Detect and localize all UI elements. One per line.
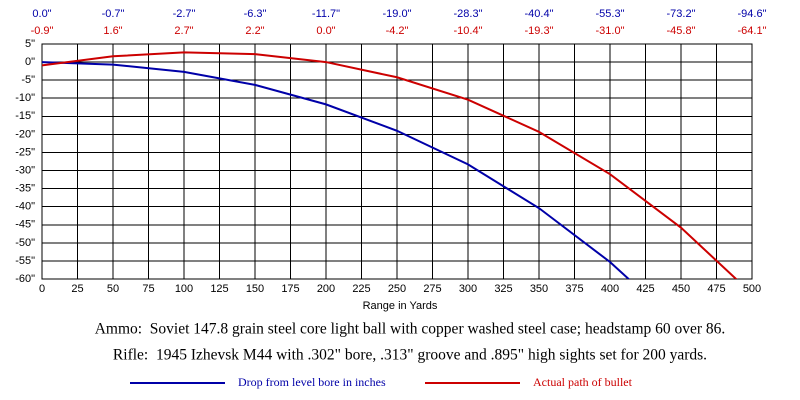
y-tick-label: -50": [15, 237, 35, 249]
ammo-note: Ammo: Soviet 147.8 grain steel core ligh…: [95, 321, 726, 338]
x-tick-label: 350: [530, 283, 548, 295]
x-tick-label: 450: [672, 283, 690, 295]
value-label: -73.2": [667, 8, 696, 20]
x-tick-label: 200: [317, 283, 335, 295]
value-label: -31.0": [596, 25, 625, 37]
value-label: 2.2": [245, 25, 264, 37]
value-label: -19.0": [383, 8, 412, 20]
value-label: -94.6": [738, 8, 767, 20]
value-label: -10.4": [454, 25, 483, 37]
value-label: -0.7": [102, 8, 125, 20]
legend-label: Drop from level bore in inches: [238, 375, 386, 389]
x-axis-label: Range in Yards: [363, 300, 438, 312]
x-tick-label: 275: [423, 283, 441, 295]
value-label: 0.0": [316, 25, 335, 37]
x-tick-label: 50: [107, 283, 119, 295]
value-label: -4.2": [386, 25, 409, 37]
value-label: -28.3": [454, 8, 483, 20]
value-label: -2.7": [173, 8, 196, 20]
y-tick-label: -5": [21, 74, 35, 86]
rifle-note: Rifle: 1945 Izhevsk M44 with .302" bore,…: [113, 347, 707, 364]
x-tick-label: 75: [142, 283, 154, 295]
y-tick-label: -15": [15, 110, 35, 122]
y-tick-label: -40": [15, 201, 35, 213]
x-tick-label: 325: [494, 283, 512, 295]
y-tick-label: -45": [15, 219, 35, 231]
value-label: 0.0": [32, 8, 51, 20]
y-tick-label: 5": [25, 38, 35, 50]
y-tick-label: -30": [15, 164, 35, 176]
x-tick-label: 100: [175, 283, 193, 295]
x-tick-label: 125: [210, 283, 228, 295]
y-tick-label: -55": [15, 255, 35, 267]
value-label: 2.7": [174, 25, 193, 37]
value-label: -19.3": [525, 25, 554, 37]
x-tick-label: 0: [39, 283, 45, 295]
x-tick-label: 225: [352, 283, 370, 295]
x-tick-label: 475: [707, 283, 725, 295]
x-tick-label: 175: [281, 283, 299, 295]
value-label: -0.9": [31, 25, 54, 37]
series-line: [42, 61, 631, 279]
y-tick-label: 0": [25, 56, 35, 68]
value-label: -45.8": [667, 25, 696, 37]
y-tick-label: -35": [15, 183, 35, 195]
value-label: -55.3": [596, 8, 625, 20]
y-tick-label: -25": [15, 146, 35, 158]
y-tick-label: -60": [15, 273, 35, 285]
x-tick-label: 300: [459, 283, 477, 295]
x-tick-label: 150: [246, 283, 264, 295]
value-label: -40.4": [525, 8, 554, 20]
x-tick-label: 250: [388, 283, 406, 295]
value-label: -6.3": [244, 8, 267, 20]
value-label: -64.1": [738, 25, 767, 37]
x-tick-label: 400: [601, 283, 619, 295]
x-tick-label: 25: [71, 283, 83, 295]
y-tick-label: -20": [15, 128, 35, 140]
legend-label: Actual path of bullet: [533, 375, 633, 389]
value-label: 1.6": [103, 25, 122, 37]
series-line: [42, 51, 738, 279]
x-tick-label: 375: [565, 283, 583, 295]
plot-border: [41, 43, 753, 280]
value-label: -11.7": [312, 8, 340, 20]
x-tick-label: 500: [743, 283, 761, 295]
x-tick-label: 425: [636, 283, 654, 295]
y-tick-label: -10": [15, 92, 35, 104]
